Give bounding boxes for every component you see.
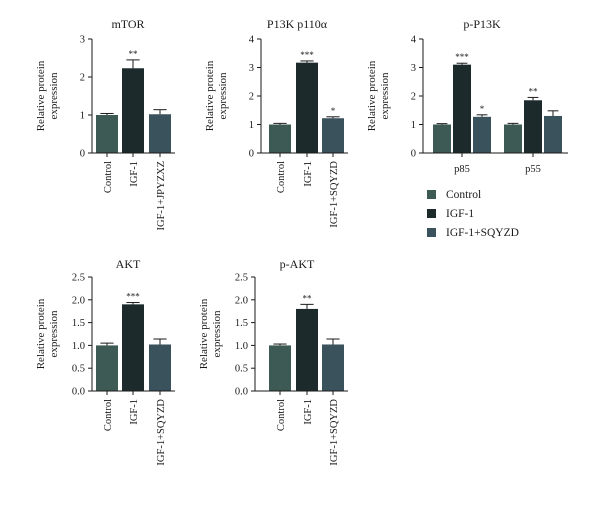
bar (453, 64, 471, 153)
y-axis-label: Relative proteinexpression (198, 298, 223, 369)
chart-title: p-P13K (463, 17, 501, 31)
y-tick-label: 0.0 (235, 387, 248, 398)
bar (524, 100, 542, 153)
bar (96, 115, 118, 153)
y-axis-label: Relative proteinexpression (366, 60, 391, 131)
y-axis-label: Relative proteinexpression (35, 298, 60, 369)
y-tick-label: 4 (411, 35, 417, 46)
x-tick-label: p85 (454, 164, 470, 175)
y-tick-label: 2 (411, 92, 416, 103)
y-tick-label: 1.5 (235, 318, 248, 329)
significance-marker: ** (129, 49, 139, 59)
y-tick-label: 0.5 (72, 364, 85, 375)
bar (322, 344, 344, 391)
x-tick-label: Control (276, 161, 287, 193)
x-tick-label: p55 (525, 164, 541, 175)
legend: Control IGF-1 IGF-1+SQYZD (427, 189, 519, 239)
chart-title: AKT (116, 257, 141, 271)
bar (296, 308, 318, 391)
chart-title: p-AKT (280, 257, 315, 271)
legend-label: IGF-1+SQYZD (446, 227, 519, 239)
legend-label: Control (446, 189, 481, 201)
y-axis-label-line: Relative protein (366, 60, 378, 131)
y-tick-label: 0.5 (235, 364, 248, 375)
y-tick-label: 2.0 (235, 295, 248, 306)
significance-marker: *** (300, 50, 314, 60)
bar (122, 68, 144, 153)
legend-swatch (427, 228, 436, 237)
legend-swatch (427, 190, 436, 199)
panel-akt: AKT Relative proteinexpression 0.0 0.5 1.0 1.… (35, 257, 175, 466)
y-axis-label: Relative proteinexpression (204, 60, 229, 131)
y-tick-label: 1.0 (235, 341, 248, 352)
y-tick-label: 3 (80, 35, 85, 46)
chart-title: P13K p110α (267, 17, 328, 31)
y-tick-label: 0.0 (72, 387, 85, 398)
significance-marker: *** (126, 292, 140, 302)
y-axis-label-line: expression (217, 72, 229, 120)
significance-marker: * (480, 104, 485, 114)
x-tick-label: Control (103, 399, 114, 431)
x-tick-label: IGF-1+SQYZD (156, 399, 167, 466)
y-tick-label: 2 (80, 73, 85, 84)
significance-marker: * (331, 106, 336, 116)
significance-marker: ** (303, 293, 313, 303)
panel-mtor: mTOR Relative proteinexpression 0 1 2 3 ** Cont… (35, 17, 175, 231)
x-tick-label: IGF-1+SQYZD (329, 399, 340, 466)
y-tick-label: 2.5 (72, 273, 85, 284)
y-axis-label-line: expression (48, 72, 60, 120)
bar (433, 124, 451, 153)
x-tick-label: IGF-1 (129, 161, 140, 187)
bar (322, 118, 344, 153)
legend-label: IGF-1 (446, 208, 474, 220)
x-tick-label: IGF-1 (129, 399, 140, 425)
panel-pi3k-p110: P13K p110α Relative proteinexpression 0 1 2 3… (204, 17, 348, 228)
x-tick-label: IGF-1+JPYZXZ (156, 161, 167, 231)
x-tick-label: IGF-1 (303, 399, 314, 425)
chart-title: mTOR (111, 17, 144, 31)
bar (149, 114, 171, 153)
bar (122, 304, 144, 391)
significance-marker: ** (529, 86, 539, 96)
y-tick-label: 1 (411, 120, 416, 131)
y-tick-label: 3 (411, 63, 416, 74)
y-tick-label: 2.5 (235, 273, 248, 284)
y-axis-label-line: Relative protein (204, 60, 216, 131)
legend-swatch (427, 209, 436, 218)
bar (96, 345, 118, 391)
y-tick-label: 0 (249, 149, 254, 160)
y-axis-label-line: expression (48, 310, 60, 358)
y-axis-label-line: expression (211, 310, 223, 358)
bar (544, 115, 562, 153)
y-tick-label: 1 (249, 120, 254, 131)
panel-p-akt: p-AKT Relative proteinexpression 0.0 0.5 1.0… (198, 257, 348, 466)
y-tick-label: 2 (249, 92, 254, 103)
y-tick-label: 0 (80, 149, 85, 160)
y-tick-label: 1.0 (72, 341, 85, 352)
bar (149, 344, 171, 391)
y-tick-label: 1 (80, 111, 85, 122)
x-tick-label: Control (276, 399, 287, 431)
bar (504, 124, 522, 153)
significance-marker: *** (455, 52, 469, 62)
y-axis-label: Relative proteinexpression (35, 60, 60, 131)
y-tick-label: 0 (411, 149, 416, 160)
bar (269, 345, 291, 391)
y-axis-label-line: Relative protein (35, 60, 47, 131)
y-axis-label-line: expression (379, 72, 391, 120)
bar (269, 124, 291, 153)
y-tick-label: 4 (249, 35, 255, 46)
bar (296, 62, 318, 153)
y-tick-label: 2.0 (72, 295, 85, 306)
bar (473, 116, 491, 153)
x-tick-label: IGF-1 (303, 161, 314, 187)
x-tick-label: Control (103, 161, 114, 193)
y-tick-label: 3 (249, 63, 254, 74)
y-axis-label-line: Relative protein (198, 298, 210, 369)
y-tick-label: 1.5 (72, 318, 85, 329)
y-axis-label-line: Relative protein (35, 298, 47, 369)
x-tick-label: IGF-1+SQYZD (329, 161, 340, 228)
